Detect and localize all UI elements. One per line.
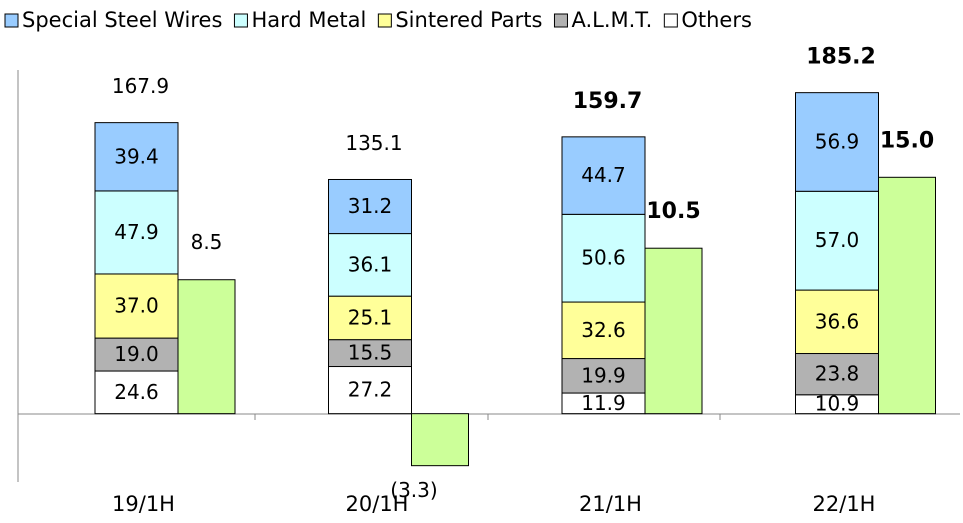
segment-label: 57.0 xyxy=(815,228,860,252)
income-bar xyxy=(411,413,469,467)
bar-segment xyxy=(328,295,412,341)
segment-label: 37.0 xyxy=(114,294,159,318)
total-label: 135.1 xyxy=(345,131,402,155)
income-bar xyxy=(644,247,703,415)
bar-segment xyxy=(328,178,412,235)
bar-segment xyxy=(561,136,646,215)
segment-label: 36.1 xyxy=(348,252,393,276)
bar-segment xyxy=(94,370,179,415)
x-tick-label: 19/1H xyxy=(112,492,175,516)
legend-swatch xyxy=(4,13,19,28)
income-label: 15.0 xyxy=(880,128,934,153)
legend-swatch xyxy=(233,13,248,28)
total-label: 167.9 xyxy=(112,74,169,98)
legend-label: Hard Metal xyxy=(251,8,366,32)
income-label: (3.3) xyxy=(390,478,437,502)
income-bar xyxy=(177,279,236,415)
total-label: 159.7 xyxy=(573,89,643,114)
bar-segment xyxy=(561,213,646,303)
bar-segment xyxy=(328,233,412,297)
legend-label: Special Steel Wires xyxy=(22,8,222,32)
legend-label: A.L.M.T. xyxy=(571,8,652,32)
segment-label: 44.7 xyxy=(581,163,626,187)
income-bar xyxy=(878,176,936,415)
legend-label: Sintered Parts xyxy=(395,8,542,32)
segment-label: 15.5 xyxy=(348,341,393,365)
x-tick-label: 22/1H xyxy=(813,492,876,516)
segment-label: 19.0 xyxy=(114,342,159,366)
segment-label: 31.2 xyxy=(348,194,393,218)
bar-segment xyxy=(94,337,179,372)
x-tick-label: 20/1H xyxy=(346,492,409,516)
bar-segment xyxy=(561,301,646,360)
bar-segment xyxy=(795,92,879,192)
bar-segment xyxy=(795,190,879,291)
segment-label: 23.8 xyxy=(815,362,860,386)
segment-label: 50.6 xyxy=(581,246,626,270)
segment-label: 19.9 xyxy=(581,363,626,387)
legend-swatch xyxy=(377,13,392,28)
income-label: 10.5 xyxy=(646,199,700,224)
x-tick-label: 21/1H xyxy=(579,492,642,516)
bar-segment xyxy=(795,353,879,396)
income-label: 8.5 xyxy=(191,230,223,254)
segment-label: 27.2 xyxy=(348,378,393,402)
total-label: 185.2 xyxy=(806,45,876,70)
segment-label: 24.6 xyxy=(114,380,159,404)
segment-label: 56.9 xyxy=(815,129,860,153)
bar-segment xyxy=(561,358,646,394)
segment-label: 25.1 xyxy=(348,305,393,329)
segment-label: 32.6 xyxy=(581,318,626,342)
legend-swatch xyxy=(663,13,678,28)
bar-segment xyxy=(94,122,179,192)
legend-label: Others xyxy=(681,8,752,32)
segment-label: 36.6 xyxy=(815,309,860,333)
segment-label: 10.9 xyxy=(815,392,860,416)
segment-label: 47.9 xyxy=(114,220,159,244)
bar-segment xyxy=(795,289,879,355)
segment-label: 39.4 xyxy=(114,144,159,168)
segment-label: 11.9 xyxy=(581,391,626,415)
legend-swatch xyxy=(553,13,568,28)
